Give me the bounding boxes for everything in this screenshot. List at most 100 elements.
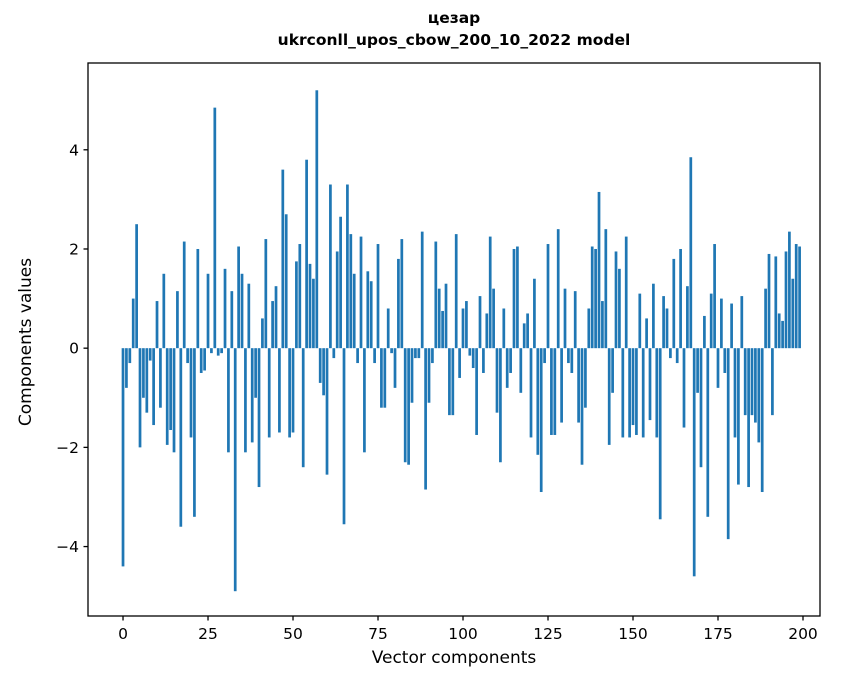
bar xyxy=(155,301,159,349)
bar xyxy=(397,258,400,349)
bar xyxy=(720,298,723,349)
bar xyxy=(788,231,791,349)
bar xyxy=(182,241,186,349)
bar xyxy=(240,273,244,349)
bar xyxy=(267,348,271,438)
x-tick-label: 150 xyxy=(618,625,648,643)
bar xyxy=(638,293,642,349)
bar xyxy=(662,296,665,349)
bar xyxy=(618,268,621,349)
bar xyxy=(346,184,349,349)
bar xyxy=(740,296,744,349)
bar xyxy=(526,313,529,349)
bar xyxy=(587,308,591,349)
bar xyxy=(730,303,733,349)
bar xyxy=(495,348,499,413)
bar xyxy=(648,348,652,421)
bar xyxy=(352,273,356,349)
x-tick-label: 75 xyxy=(368,625,388,643)
bar xyxy=(172,348,176,453)
bar xyxy=(516,246,519,349)
x-axis-label: Vector components xyxy=(371,648,537,668)
bar xyxy=(703,315,706,349)
bar xyxy=(601,301,604,349)
bar xyxy=(655,348,659,438)
bar xyxy=(645,318,648,349)
bar xyxy=(216,348,220,356)
bar xyxy=(138,348,142,448)
bar xyxy=(584,348,587,408)
bar xyxy=(716,348,720,388)
bar xyxy=(206,273,210,349)
bar xyxy=(723,348,727,373)
bar xyxy=(193,348,196,517)
bar xyxy=(689,157,693,349)
bar xyxy=(750,348,754,416)
bar xyxy=(165,348,169,445)
x-tick-label: 125 xyxy=(533,625,563,643)
x-tick-label: 100 xyxy=(448,625,478,643)
bar xyxy=(726,348,730,540)
x-tick-label: 175 xyxy=(703,625,733,643)
bar xyxy=(781,320,784,349)
bar xyxy=(278,348,281,433)
bar xyxy=(189,348,193,438)
bar xyxy=(128,348,132,364)
chart-title-word: цезар xyxy=(427,9,481,27)
bar xyxy=(679,248,682,349)
bar xyxy=(546,244,550,349)
bar xyxy=(665,308,669,349)
bar xyxy=(604,229,608,349)
bar xyxy=(233,348,237,592)
bar xyxy=(764,288,767,349)
bar xyxy=(376,244,380,349)
bar xyxy=(196,248,200,349)
bar xyxy=(312,278,315,349)
bars xyxy=(121,90,801,592)
bar xyxy=(145,348,149,413)
bar xyxy=(431,348,434,364)
bar xyxy=(461,308,465,349)
bar xyxy=(227,348,230,453)
bar xyxy=(414,348,417,359)
bar xyxy=(539,348,543,493)
bar xyxy=(550,348,553,435)
bar xyxy=(658,348,662,520)
bar xyxy=(420,231,424,349)
bar xyxy=(363,348,366,453)
bar xyxy=(437,288,441,349)
bar xyxy=(257,348,261,488)
bar xyxy=(247,283,251,349)
bar xyxy=(383,348,387,408)
bar xyxy=(777,313,781,349)
y-axis-ticks: −4 −2 0 2 4 xyxy=(56,141,88,556)
x-tick-label: 200 xyxy=(788,625,818,643)
bar xyxy=(325,348,329,475)
bar xyxy=(577,348,580,423)
bar xyxy=(628,348,631,438)
bar xyxy=(675,348,679,364)
bar xyxy=(142,348,145,398)
bar xyxy=(380,348,383,408)
bar xyxy=(590,246,594,349)
bar xyxy=(594,248,597,349)
bar xyxy=(713,244,716,349)
bar xyxy=(509,348,512,373)
bar xyxy=(563,288,567,349)
bar xyxy=(274,286,278,349)
bar xyxy=(733,348,737,438)
bar xyxy=(556,229,560,349)
bar xyxy=(747,348,750,488)
bar xyxy=(305,159,308,349)
bar xyxy=(771,348,774,416)
bar xyxy=(369,281,373,349)
bar xyxy=(492,288,495,349)
bar xyxy=(121,348,125,567)
bar xyxy=(230,291,234,349)
bar xyxy=(410,348,414,403)
bar xyxy=(567,348,570,364)
bar xyxy=(743,348,747,416)
bar xyxy=(465,301,468,349)
